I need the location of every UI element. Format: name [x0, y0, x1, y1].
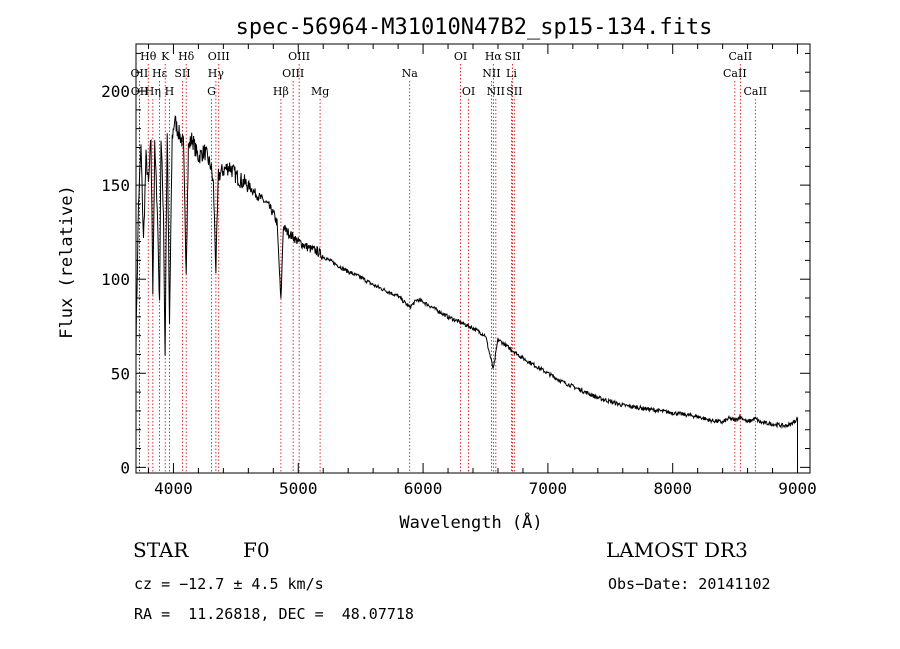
line-label: Hδ: [178, 50, 195, 63]
x-axis-ticks: 4000 5000 6000 7000 8000 9000: [147, 44, 817, 498]
y-axis-ticks: 0 50 100 150 200: [101, 52, 810, 477]
x-tick-label: 4000: [154, 479, 193, 498]
line-label: Mg: [311, 85, 329, 98]
observation-date: Obs−Date: 20141102: [608, 575, 771, 593]
line-label: OI: [462, 85, 475, 98]
x-tick-label: 5000: [279, 479, 318, 498]
line-label: Hε: [152, 67, 168, 80]
y-tick-label: 200: [101, 82, 130, 101]
y-tick-label: 100: [101, 270, 130, 289]
x-tick-label: 8000: [653, 479, 692, 498]
line-label: OII: [131, 67, 149, 80]
x-tick-label: 9000: [778, 479, 817, 498]
line-label: Na: [402, 67, 419, 80]
object-subclass: F0: [243, 538, 270, 562]
line-label: NII: [487, 85, 505, 98]
line-label: Hβ: [273, 85, 289, 98]
line-label: H: [165, 85, 175, 98]
plot-frame: [135, 43, 811, 474]
line-label: OIII: [288, 50, 310, 63]
line-label: SII: [174, 67, 190, 80]
x-tick-label: 7000: [529, 479, 568, 498]
line-label: Hγ: [208, 67, 225, 80]
ra-dec-coordinates: RA = 11.26818, DEC = 48.07718: [134, 605, 414, 623]
line-label: CaII: [743, 85, 767, 98]
y-tick-label: 50: [111, 364, 130, 383]
survey-name: LAMOST DR3: [606, 538, 748, 562]
line-label: OI: [454, 50, 467, 63]
y-axis-label: Flux (relative): [57, 185, 77, 339]
line-label: OIII: [282, 67, 304, 80]
line-label: OIII: [208, 50, 230, 63]
line-label: K: [161, 50, 170, 63]
line-label: SII: [506, 85, 522, 98]
spectrum-series: [135, 115, 798, 468]
line-label: Hα: [485, 50, 503, 63]
line-label: SII: [504, 50, 520, 63]
line-label: CaII: [729, 50, 753, 63]
object-class: STAR: [133, 538, 189, 562]
line-label: G: [207, 85, 216, 98]
line-label: CaII: [723, 67, 747, 80]
line-label: NII: [482, 67, 500, 80]
x-axis-label: Wavelength (Å): [399, 511, 542, 533]
redshift-info: cz = −12.7 ± 4.5 km/s: [134, 575, 324, 593]
line-label: Hθ: [140, 50, 157, 63]
line-label: Li: [506, 67, 517, 80]
line-label: Hη: [145, 85, 161, 98]
chart-title: spec-56964-M31010N47B2_sp15-134.fits: [236, 15, 713, 40]
y-tick-label: 0: [120, 458, 130, 477]
y-tick-label: 150: [101, 176, 130, 195]
x-tick-label: 6000: [404, 479, 443, 498]
